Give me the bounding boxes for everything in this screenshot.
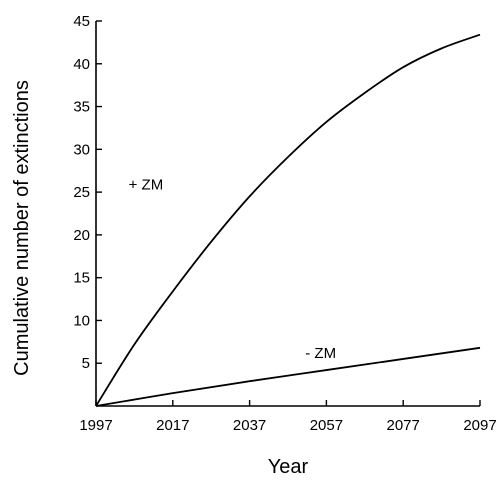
x-tick-label: 2077 [387, 417, 420, 434]
y-tick-label: 25 [73, 184, 90, 201]
x-tick-label: 1997 [79, 417, 112, 434]
y-tick-label: 45 [73, 13, 90, 30]
y-tick-label: 5 [82, 355, 90, 372]
series-label: - ZM [305, 345, 336, 362]
series-label: + ZM [129, 177, 164, 194]
series-line-plus-zm [95, 33, 481, 407]
y-axis-title: Cumulative number of extinctions [11, 80, 33, 376]
y-tick-label: 40 [73, 56, 90, 73]
y-tick-label: 15 [73, 270, 90, 287]
series-lines: + ZM - ZM [95, 33, 481, 407]
x-tick-label: 2057 [310, 417, 343, 434]
x-tick-label: 2017 [156, 417, 189, 434]
x-axis-title: Year [268, 456, 309, 478]
y-tick-label: 10 [73, 312, 90, 329]
y-tick-label: 20 [73, 227, 90, 244]
x-tick-label: 2037 [233, 417, 266, 434]
x-tick-label: 2097 [463, 417, 496, 434]
x-axis-ticks: 1997 2017 2037 2057 2077 2097 [79, 400, 497, 434]
y-tick-label: 35 [73, 99, 90, 116]
series-line-minus-zm [95, 346, 481, 407]
y-tick-label: 30 [73, 141, 90, 158]
y-axis-ticks: 5 10 15 20 25 30 35 40 45 [73, 13, 102, 372]
axes [95, 21, 480, 407]
